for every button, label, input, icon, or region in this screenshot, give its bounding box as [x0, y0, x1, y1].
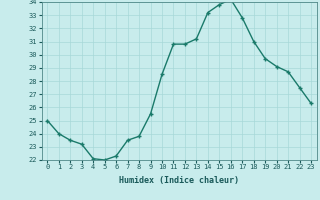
X-axis label: Humidex (Indice chaleur): Humidex (Indice chaleur)	[119, 176, 239, 185]
